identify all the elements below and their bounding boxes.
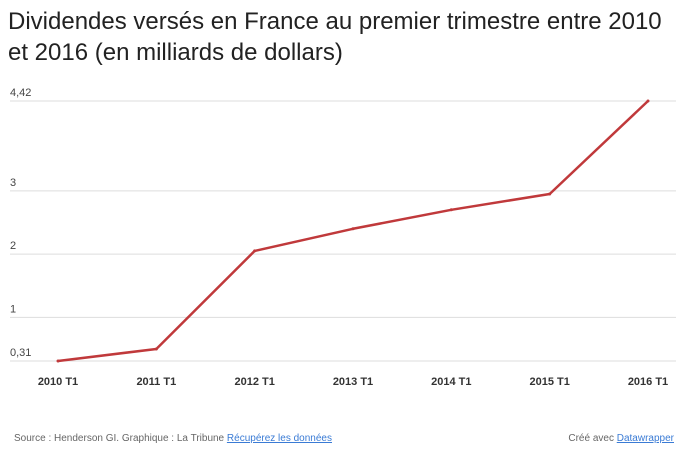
line-chart: 4,42 3 2 1 0,31 2010 T1 2011 T1 2012 T1 2013 T1…: [10, 87, 676, 388]
download-data-link[interactable]: Récupérez les données: [226, 433, 332, 444]
source-note: Source : Henderson GI. Graphique : La Tr…: [14, 433, 332, 444]
data-point: [56, 359, 60, 363]
data-point: [449, 208, 453, 212]
credit-note: Créé avec Datawrapper: [568, 433, 674, 444]
y-axis-labels: 4,42 3 2 1 0,31: [10, 87, 31, 359]
x-axis-labels: 2010 T1 2011 T1 2012 T1 2013 T1 2014 T1 2015 …: [38, 376, 668, 388]
x-tick-label: 2010 T1: [38, 376, 78, 388]
x-tick-label: 2016 T1: [628, 376, 668, 388]
x-tick-label: 2012 T1: [234, 376, 274, 388]
data-point: [253, 249, 257, 253]
x-tick-label: 2015 T1: [529, 376, 569, 388]
x-tick-label: 2011 T1: [136, 376, 176, 388]
y-tick-label: 4,42: [10, 87, 31, 99]
y-tick-label: 2: [10, 240, 16, 252]
y-tick-label: 0,31: [10, 347, 31, 359]
datawrapper-link[interactable]: Datawrapper: [616, 433, 674, 444]
source-text: Source : Henderson GI. Graphique : La Tr…: [14, 433, 225, 444]
chart-title: Dividendes versés en France au premier t…: [8, 8, 662, 66]
x-tick-label: 2014 T1: [431, 376, 471, 388]
x-tick-label: 2013 T1: [333, 376, 373, 388]
credit-text: Créé avec: [568, 433, 614, 444]
data-point: [646, 99, 650, 103]
series-line: [57, 100, 649, 363]
series-layer: [56, 99, 650, 363]
data-point: [548, 192, 552, 196]
y-tick-label: 1: [10, 303, 16, 315]
data-point: [351, 227, 355, 231]
y-tick-label: 3: [10, 177, 16, 189]
grid-layer: [10, 100, 676, 362]
data-point: [154, 347, 158, 351]
